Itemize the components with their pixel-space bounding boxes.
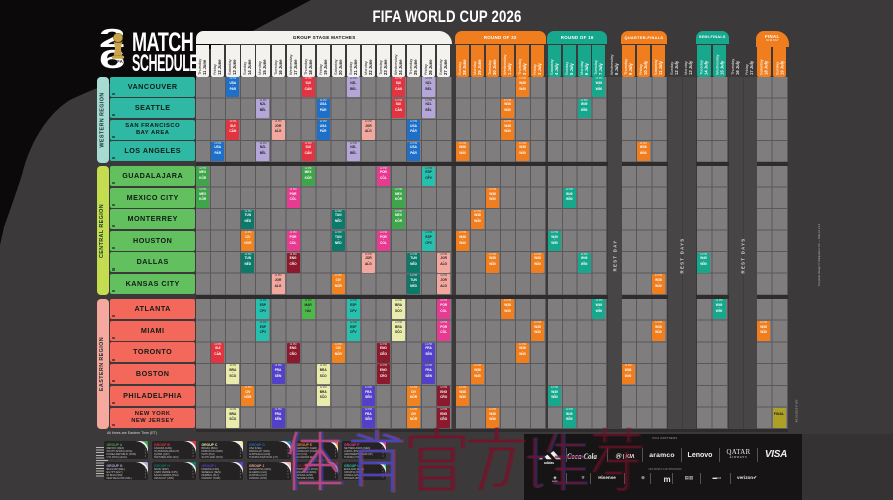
svg-text:FIFA: FIFA <box>113 59 123 64</box>
svg-text:adidas: adidas <box>544 461 554 464</box>
